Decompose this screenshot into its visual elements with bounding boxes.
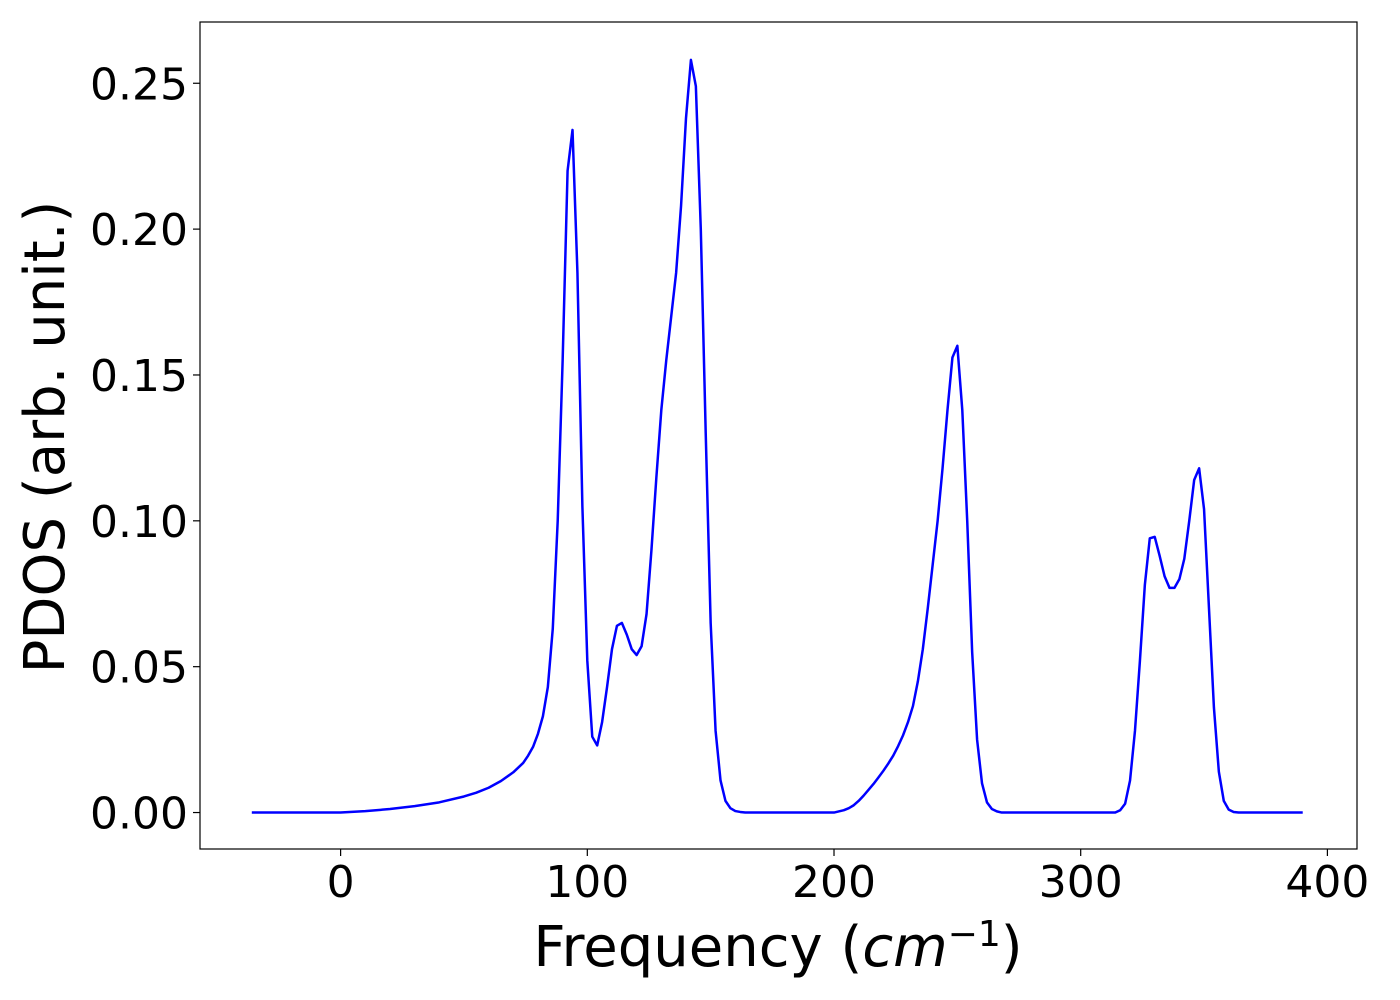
y-axis-ticks: 0.00 0.05 0.10 0.15 0.20 0.25 [90, 59, 200, 840]
pdos-series-line [251, 58, 1303, 814]
x-tick-label: 0 [327, 857, 355, 908]
x-tick-label: 300 [1039, 857, 1123, 908]
x-axis-label: Frequency (cm−1) [533, 914, 1022, 981]
x-tick-label: 100 [545, 857, 629, 908]
y-tick-label: 0.10 [90, 497, 188, 548]
y-tick-label: 0.20 [90, 205, 188, 256]
y-tick-label: 0.25 [90, 59, 188, 110]
y-axis-label: PDOS (arb. unit.) [13, 201, 78, 674]
y-tick-label: 0.05 [90, 643, 188, 694]
axes-frame [199, 21, 1358, 850]
x-axis-ticks: 0 100 200 300 400 [327, 849, 1369, 908]
x-tick-label: 400 [1285, 857, 1369, 908]
y-tick-label: 0.00 [90, 789, 188, 840]
y-tick-label: 0.15 [90, 351, 188, 402]
plot-area [251, 58, 1303, 814]
x-tick-label: 200 [792, 857, 876, 908]
